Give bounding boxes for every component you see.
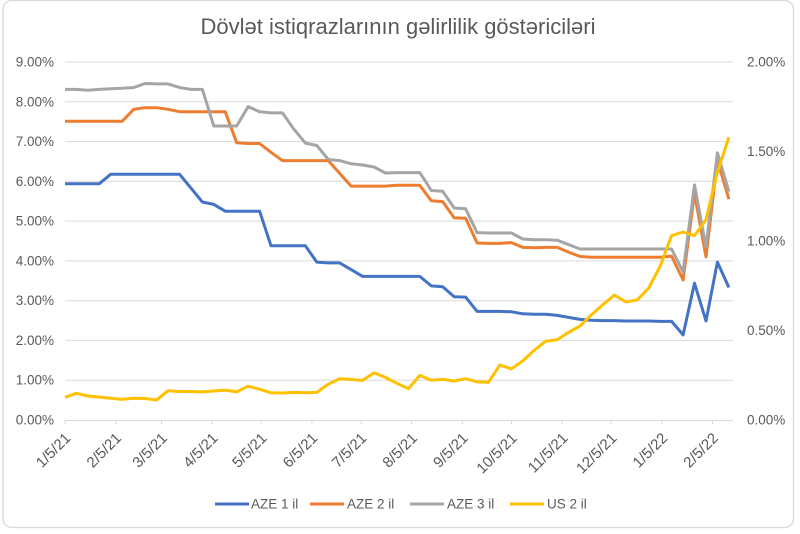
- svg-text:0.00%: 0.00%: [747, 413, 785, 428]
- svg-text:8.00%: 8.00%: [16, 94, 54, 109]
- svg-text:AZE 1 il: AZE 1 il: [251, 497, 298, 512]
- svg-text:6.00%: 6.00%: [16, 174, 54, 189]
- svg-text:7.00%: 7.00%: [16, 134, 54, 149]
- svg-text:0.50%: 0.50%: [747, 323, 785, 338]
- svg-text:US 2 il: US 2 il: [547, 497, 587, 512]
- svg-text:1.50%: 1.50%: [747, 144, 785, 159]
- svg-text:5.00%: 5.00%: [16, 214, 54, 229]
- svg-text:1.00%: 1.00%: [747, 234, 785, 249]
- svg-text:1.00%: 1.00%: [16, 373, 54, 388]
- svg-text:0.00%: 0.00%: [16, 413, 54, 428]
- svg-text:3.00%: 3.00%: [16, 293, 54, 308]
- svg-text:9.00%: 9.00%: [16, 55, 54, 70]
- svg-text:2.00%: 2.00%: [747, 55, 785, 70]
- svg-text:Dövlət istiqrazlarının gəlirli: Dövlət istiqrazlarının gəlirlilik göstər…: [201, 14, 596, 39]
- svg-text:4.00%: 4.00%: [16, 253, 54, 268]
- svg-text:2.00%: 2.00%: [16, 333, 54, 348]
- svg-text:AZE 2 il: AZE 2 il: [347, 497, 394, 512]
- svg-text:AZE 3 il: AZE 3 il: [447, 497, 494, 512]
